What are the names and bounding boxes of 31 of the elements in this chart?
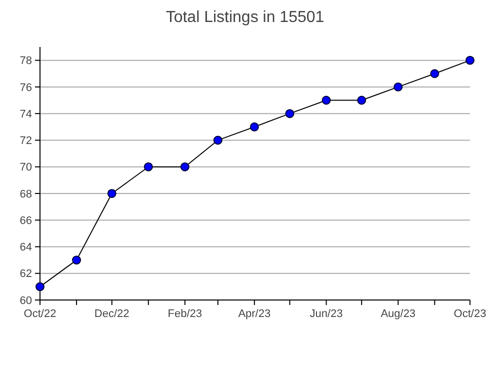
- point: [180, 162, 190, 172]
- x-tick-label: Jun/23: [310, 308, 343, 320]
- point: [430, 69, 440, 78]
- point: [466, 56, 474, 65]
- point: [285, 109, 294, 118]
- point: [357, 96, 366, 105]
- y-tick-label: 74: [20, 108, 32, 120]
- point: [72, 256, 82, 265]
- y-tick-label: 62: [20, 268, 32, 280]
- x-tick-label: Oct/22: [24, 308, 56, 320]
- point: [36, 282, 44, 292]
- y-tick-label: 72: [20, 135, 32, 148]
- x-tick-label: Oct/23: [454, 308, 486, 320]
- y-tick-label: 76: [20, 82, 32, 94]
- y-tick-label: 68: [20, 188, 32, 200]
- point: [322, 96, 331, 105]
- point: [394, 82, 403, 92]
- point: [107, 188, 116, 198]
- point: [213, 136, 222, 145]
- x-tick-label: Feb/23: [168, 308, 202, 320]
- y-tick-label: 64: [20, 242, 32, 254]
- x-tick-label: Apr/23: [238, 308, 271, 320]
- chart-title: Total Listings in 15501: [166, 9, 324, 26]
- y-tick-label: 66: [20, 214, 32, 227]
- point: [250, 122, 259, 132]
- y-tick-label: 70: [20, 162, 32, 174]
- y-tick-label: 60: [20, 294, 32, 307]
- x-tick-label: Aug/23: [380, 308, 416, 320]
- x-tick-label: Dec/22: [94, 308, 130, 320]
- point: [144, 162, 153, 172]
- y-tick-label: 78: [20, 55, 32, 68]
